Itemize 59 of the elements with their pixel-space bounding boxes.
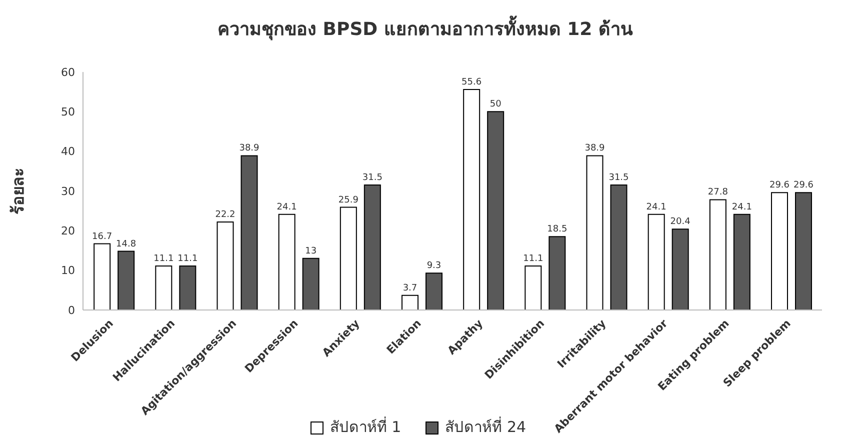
bar: [94, 243, 111, 310]
data-label: 11.1: [154, 254, 174, 264]
data-label: 22.2: [215, 210, 236, 220]
bar: [672, 228, 689, 310]
bar: [216, 221, 234, 310]
data-label: 24.1: [646, 202, 666, 212]
data-label: 13: [305, 246, 317, 256]
data-label: 27.8: [708, 188, 728, 198]
data-label: 16.7: [92, 232, 112, 242]
legend-label: สัปดาห์ที่ 24: [444, 418, 526, 436]
data-label: 18.5: [547, 224, 568, 235]
bar: [278, 214, 296, 310]
bar: [586, 155, 604, 310]
data-label: 3.7: [402, 283, 418, 294]
bar: [771, 192, 788, 310]
data-label: 24.1: [276, 202, 297, 212]
data-label: 9.3: [426, 261, 442, 272]
bar: [733, 214, 750, 310]
bar: [548, 236, 566, 310]
bar: [648, 214, 665, 310]
bar: [340, 206, 357, 310]
bar: [402, 294, 418, 310]
y-tick-label: 40: [61, 145, 75, 158]
legend-label: สัปดาห์ที่ 1: [328, 418, 402, 436]
y-tick-label: 0: [68, 304, 75, 317]
bar: [426, 272, 442, 310]
bar: [118, 250, 135, 310]
y-tick-label: 30: [61, 184, 75, 198]
bar: [795, 192, 812, 310]
data-label: 31.5: [362, 173, 382, 184]
data-label: 11.1: [178, 254, 198, 264]
data-label: 50: [490, 100, 502, 110]
data-label: 38.9: [239, 144, 260, 154]
data-label: 38.9: [584, 144, 606, 154]
bar: [487, 111, 504, 310]
bar: [302, 258, 320, 310]
y-axis-title: ร้อยละ: [8, 168, 28, 214]
data-label: 25.9: [338, 195, 359, 206]
data-label: 24.1: [732, 202, 752, 212]
y-tick-label: 60: [61, 66, 75, 79]
y-tick-label: 10: [61, 264, 75, 278]
chart-title: ความชุกของ BPSD แยกตามอาการทั้งหมด 12 ด้าน: [216, 14, 634, 42]
data-label: 14.8: [116, 239, 136, 250]
bar: [463, 88, 480, 310]
bar: [610, 184, 628, 310]
data-label: 29.6: [769, 180, 790, 191]
y-tick-label: 20: [61, 224, 75, 238]
y-tick-label: 50: [61, 106, 75, 119]
data-label: 20.4: [670, 217, 691, 228]
bar: [364, 184, 381, 310]
bar: [709, 199, 726, 310]
data-label: 55.6: [462, 77, 482, 88]
data-label: 29.6: [793, 180, 814, 191]
bar: [240, 155, 258, 310]
data-label: 11.1: [523, 254, 544, 264]
bar: [155, 265, 172, 310]
bar: [524, 265, 542, 310]
data-label: 31.5: [608, 173, 629, 184]
bar: [179, 265, 196, 310]
